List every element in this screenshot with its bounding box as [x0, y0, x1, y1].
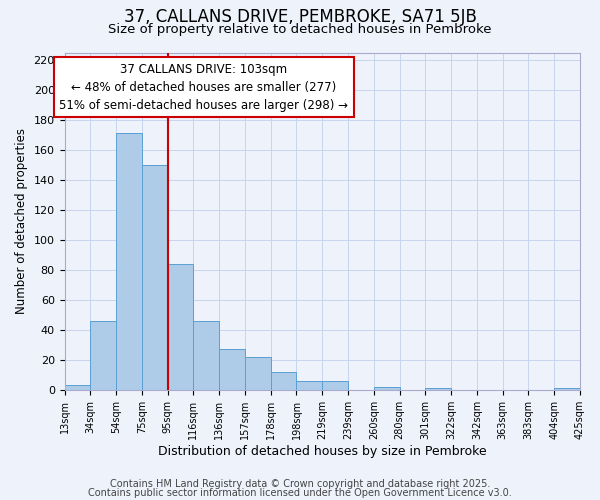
Bar — [65, 386, 91, 390]
Bar — [554, 388, 580, 390]
Bar — [296, 381, 322, 390]
Text: 37, CALLANS DRIVE, PEMBROKE, SA71 5JB: 37, CALLANS DRIVE, PEMBROKE, SA71 5JB — [124, 8, 476, 26]
Bar — [245, 357, 271, 390]
Bar — [116, 134, 142, 390]
X-axis label: Distribution of detached houses by size in Pembroke: Distribution of detached houses by size … — [158, 444, 487, 458]
Bar — [322, 381, 348, 390]
Bar — [425, 388, 451, 390]
Bar — [167, 264, 193, 390]
Text: 37 CALLANS DRIVE: 103sqm
← 48% of detached houses are smaller (277)
51% of semi-: 37 CALLANS DRIVE: 103sqm ← 48% of detach… — [59, 62, 348, 112]
Bar — [271, 372, 296, 390]
Bar — [374, 387, 400, 390]
Bar — [91, 321, 116, 390]
Bar — [193, 321, 219, 390]
Bar — [142, 165, 167, 390]
Y-axis label: Number of detached properties: Number of detached properties — [15, 128, 28, 314]
Text: Contains public sector information licensed under the Open Government Licence v3: Contains public sector information licen… — [88, 488, 512, 498]
Bar — [219, 350, 245, 390]
Text: Size of property relative to detached houses in Pembroke: Size of property relative to detached ho… — [108, 22, 492, 36]
Text: Contains HM Land Registry data © Crown copyright and database right 2025.: Contains HM Land Registry data © Crown c… — [110, 479, 490, 489]
